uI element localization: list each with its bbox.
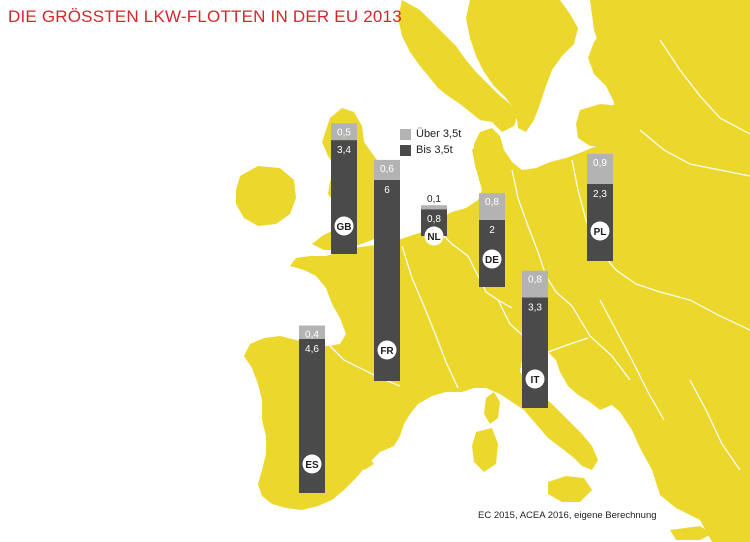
bar-over-gb — [331, 123, 357, 141]
legend-swatch-under — [400, 144, 411, 156]
label-over-es: 0,4 — [305, 330, 319, 341]
label-over-fr: 0,6 — [380, 164, 394, 175]
category-label-de: DE — [485, 255, 499, 266]
legend: Über 3,5t Bis 3,5t — [400, 126, 461, 158]
label-over-pl: 0,9 — [593, 158, 607, 169]
label-over-nl: 0,1 — [427, 194, 441, 205]
badge-de — [482, 249, 502, 269]
category-label-pl: PL — [594, 227, 607, 238]
label-under-fr: 6 — [384, 185, 390, 196]
legend-item-under: Bis 3,5t — [400, 142, 461, 158]
land-balearics — [356, 456, 374, 470]
land-denmark — [472, 140, 494, 176]
bar-over-es — [299, 325, 325, 339]
bar-over-de — [479, 193, 505, 220]
badge-es — [302, 454, 322, 474]
bar-over-nl — [421, 205, 447, 210]
source-note: EC 2015, ACEA 2016, eigene Berechnung — [478, 510, 657, 521]
bar-under-it — [522, 297, 548, 408]
category-label-gb: GB — [337, 222, 352, 233]
label-over-gb: 0,5 — [337, 127, 351, 138]
bar-over-fr — [374, 159, 400, 180]
land-sicily — [548, 476, 592, 502]
category-label-fr: FR — [380, 346, 394, 357]
bar-under-gb — [331, 140, 357, 254]
category-label-es: ES — [305, 460, 319, 471]
land-crete — [670, 526, 712, 540]
badge-fr — [377, 340, 397, 360]
badge-gb — [334, 216, 354, 236]
land-ireland — [236, 166, 296, 226]
border-line — [599, 299, 665, 421]
label-under-gb: 3,4 — [337, 145, 351, 156]
border-line — [689, 379, 741, 471]
border-line — [547, 337, 589, 353]
badge-it — [525, 369, 545, 389]
land-sardinia — [472, 428, 498, 472]
border-line — [659, 39, 750, 135]
legend-label-under: Bis 3,5t — [416, 144, 453, 156]
land-scandinavia — [398, 0, 518, 132]
land-sweden — [466, 0, 578, 132]
chart-title: DIE GRÖSSTEN LKW-FLOTTEN IN DER EU 2013 — [8, 7, 402, 26]
border-line — [511, 169, 573, 307]
label-under-pl: 2,3 — [593, 189, 607, 200]
label-over-it: 0,8 — [528, 275, 542, 286]
bar-over-it — [522, 270, 548, 298]
badge-pl — [590, 221, 610, 241]
label-over-de: 0,8 — [485, 197, 499, 208]
badge-nl — [424, 226, 444, 246]
legend-label-over: Über 3,5t — [416, 128, 462, 140]
land-finland — [590, 0, 664, 72]
land-corsica — [484, 392, 500, 424]
land-baltics — [576, 104, 636, 146]
border-line — [659, 291, 750, 331]
label-under-it: 3,3 — [528, 302, 542, 313]
label-under-es: 4,6 — [305, 344, 319, 355]
legend-swatch-over — [400, 128, 411, 140]
border-line — [571, 305, 631, 381]
legend-item-over: Über 3,5t — [400, 126, 461, 142]
category-label-nl: NL — [427, 232, 440, 243]
border-line — [639, 129, 750, 177]
label-under-nl: 0,8 — [427, 214, 441, 225]
label-under-de: 2 — [489, 225, 495, 236]
category-label-it: IT — [531, 375, 540, 386]
bar-over-pl — [587, 153, 613, 184]
border-line — [401, 245, 459, 389]
